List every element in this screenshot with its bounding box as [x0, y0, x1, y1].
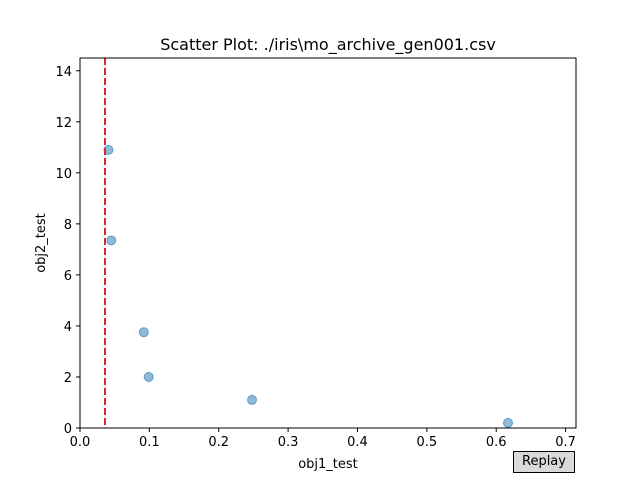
- x-axis: 0.0 0.1 0.2 0.3 0.4 0.5 0.6 0.7: [70, 428, 576, 450]
- x-tick-label: 0.3: [278, 435, 299, 450]
- chart-title: Scatter Plot: ./iris\mo_archive_gen001.c…: [160, 35, 496, 55]
- x-tick-label: 0.2: [208, 435, 229, 450]
- data-point: [503, 417, 514, 428]
- y-tick-label: 2: [64, 371, 72, 386]
- data-point: [247, 394, 258, 405]
- x-tick-label: 0.5: [417, 435, 438, 450]
- plot-frame: [79, 57, 577, 429]
- data-point: [103, 144, 114, 155]
- x-tick-label: 0.4: [347, 435, 368, 450]
- y-axis-label: obj2_test: [34, 213, 49, 273]
- y-tick-label: 14: [55, 65, 72, 80]
- data-point: [106, 235, 117, 246]
- y-axis: 0 2 4 6 8 10 12 14: [55, 65, 80, 437]
- x-axis-label: obj1_test: [298, 457, 358, 472]
- y-tick-label: 0: [64, 422, 72, 437]
- data-point: [138, 327, 149, 338]
- data-point: [143, 371, 154, 382]
- x-tick-label: 0.7: [555, 435, 576, 450]
- y-tick-label: 4: [64, 320, 72, 335]
- x-tick-label: 0.6: [486, 435, 507, 450]
- plot-marks: [103, 58, 514, 428]
- replay-button[interactable]: Replay: [513, 451, 575, 473]
- y-tick-label: 6: [64, 269, 72, 284]
- y-tick-label: 12: [55, 116, 72, 131]
- x-tick-label: 0.0: [70, 435, 91, 450]
- x-tick-label: 0.1: [139, 435, 160, 450]
- y-tick-label: 10: [55, 167, 72, 182]
- y-tick-label: 8: [64, 218, 72, 233]
